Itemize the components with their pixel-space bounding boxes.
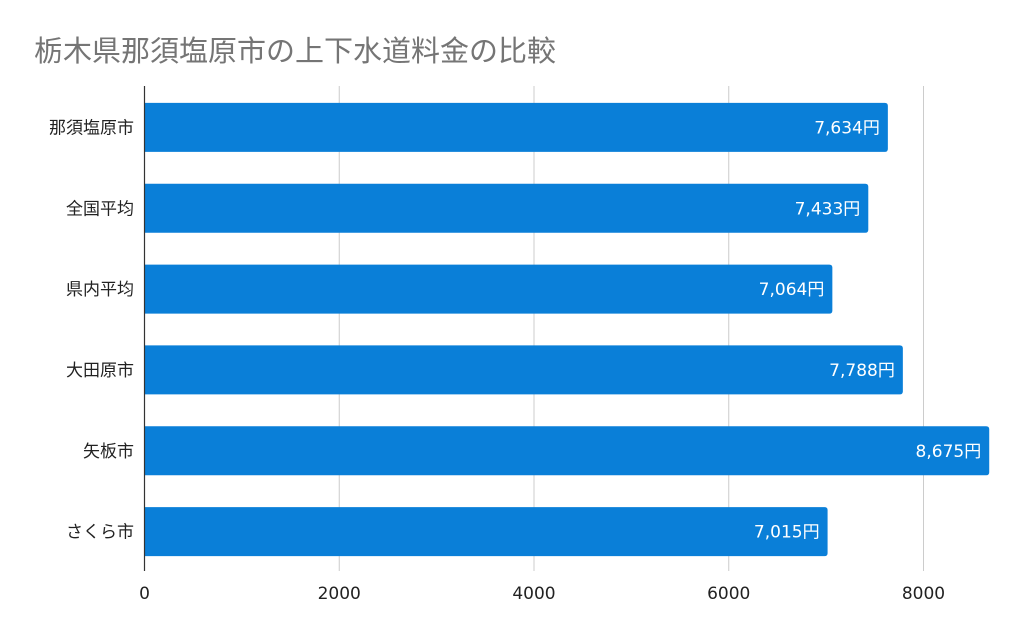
x-tick-label: 8000 (902, 584, 945, 604)
category-label: 県内平均 (66, 280, 134, 300)
gridlines (338, 86, 924, 571)
chart-title: 栃木県那須塩原市の上下水道料金の比較 (34, 34, 556, 68)
bar (144, 507, 828, 557)
bar (144, 102, 888, 152)
bar (144, 183, 869, 233)
category-label: 全国平均 (66, 199, 134, 219)
data-label: 7,064円 (759, 280, 825, 300)
category-label: さくら市 (66, 523, 134, 543)
category-label: 那須塩原市 (49, 118, 134, 138)
category-label: 矢板市 (83, 442, 134, 462)
bar (144, 426, 990, 476)
x-tick-label: 6000 (707, 584, 750, 604)
x-tick-label: 4000 (512, 584, 555, 604)
data-label: 7,433円 (795, 199, 861, 219)
data-label: 7,634円 (814, 118, 880, 138)
data-label: 7,788円 (829, 361, 895, 381)
category-label: 大田原市 (66, 361, 134, 381)
bar (144, 345, 903, 395)
data-label: 7,015円 (754, 523, 820, 543)
x-tick-label: 0 (139, 584, 150, 604)
data-label: 8,675円 (916, 442, 982, 462)
bar (144, 264, 833, 314)
x-tick-labels: 0 2000 4000 6000 8000 (139, 584, 945, 604)
bars: 7,634円 7,433円 7,064円 7,788円 8,675円 7,015円 (144, 102, 990, 557)
x-tick-label: 2000 (318, 584, 361, 604)
